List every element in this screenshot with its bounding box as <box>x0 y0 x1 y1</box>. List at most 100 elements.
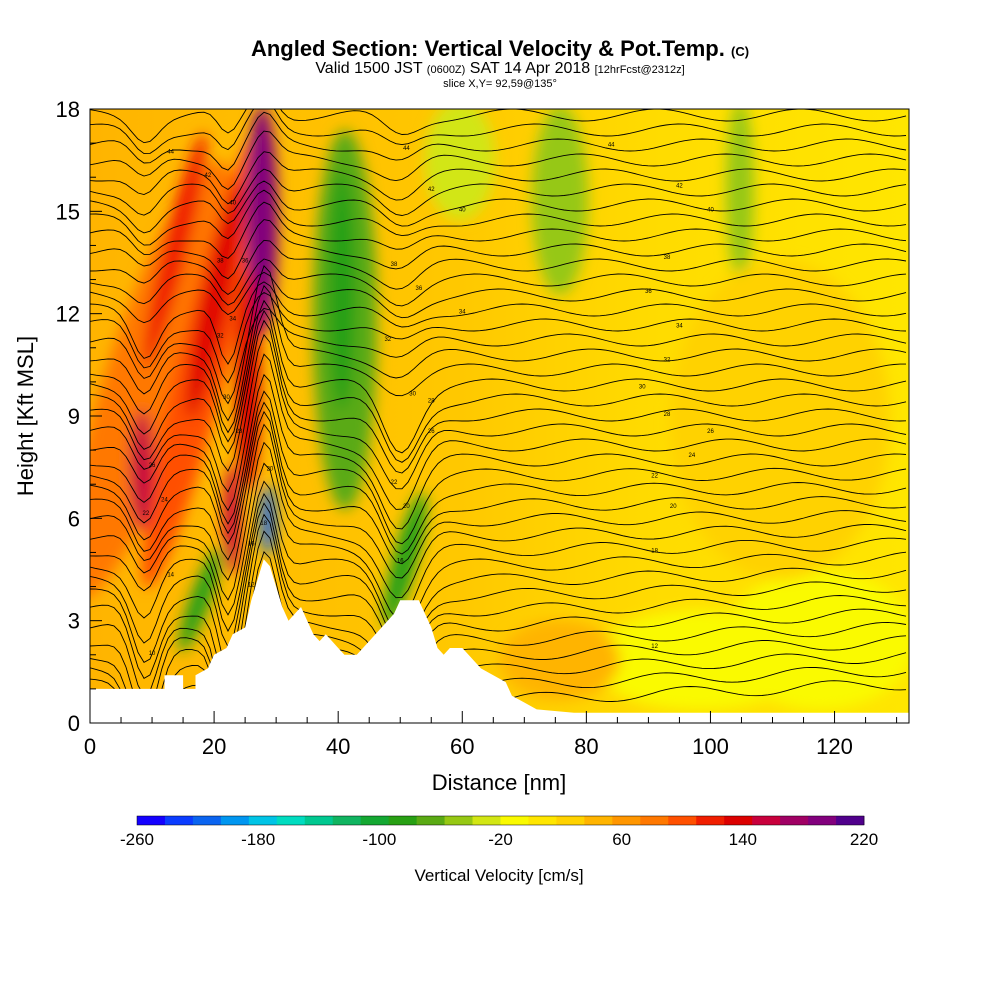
contour-label: 22 <box>651 473 658 479</box>
theta-contour <box>90 462 907 619</box>
contour-label: 20 <box>267 467 274 473</box>
x-tick-label: 20 <box>202 734 226 759</box>
contour-label: 42 <box>428 187 435 193</box>
velocity-cell-2 <box>143 133 207 367</box>
contour-label: 36 <box>415 286 422 292</box>
x-tick-label: 80 <box>574 734 598 759</box>
colorbar-swatch <box>808 816 837 825</box>
colorbar-swatch <box>416 816 445 825</box>
y-tick-label: 0 <box>68 711 80 736</box>
colorbar-swatch <box>137 816 166 825</box>
theta-contour <box>90 307 907 405</box>
colorbar-swatch <box>724 816 753 825</box>
theta-contour <box>90 239 907 296</box>
colorbar-swatch <box>164 816 194 825</box>
theta-contour <box>90 130 907 191</box>
velocity-cell-4 <box>130 410 154 530</box>
contour-label: 38 <box>217 259 224 265</box>
contour-label: 26 <box>428 429 435 435</box>
theta-contour <box>90 441 907 601</box>
colorbar <box>136 815 865 826</box>
contour-label: 32 <box>664 357 671 363</box>
velocity-cell-13 <box>726 109 754 280</box>
theta-contour <box>90 410 907 565</box>
colorbar-swatch <box>528 816 557 825</box>
colorbar-label: Vertical Velocity [cm/s] <box>414 866 583 885</box>
contour-label: 36 <box>242 259 249 265</box>
colorbar-swatch <box>332 816 362 825</box>
y-axis-label: Height [Kft MSL] <box>13 336 38 496</box>
contour-label: 12 <box>651 644 658 650</box>
colorbar-swatch <box>668 816 697 825</box>
contour-label: 28 <box>428 398 435 404</box>
contour-label: 28 <box>664 412 671 418</box>
contour-label: 30 <box>639 385 646 391</box>
valid-zulu: (0600Z) <box>426 64 466 76</box>
colorbar-swatch <box>640 816 669 825</box>
forecast-info: [12hrFcst@2312z] <box>594 64 685 76</box>
colorbar-swatch <box>780 816 809 825</box>
contour-label: 28 <box>236 429 243 435</box>
contour-label: 40 <box>459 207 466 213</box>
theta-contour <box>90 284 906 434</box>
contour-label: 32 <box>384 337 391 343</box>
x-tick-label: 40 <box>326 734 350 759</box>
theta-contour <box>90 570 907 723</box>
y-tick-label: 15 <box>56 199 80 224</box>
contour-label: 20 <box>403 504 410 510</box>
colorbar-swatch <box>500 816 529 825</box>
velocity-cell-14 <box>383 492 427 628</box>
theta-contour <box>90 309 907 463</box>
colorbar-swatch <box>556 816 585 825</box>
theta-contour <box>90 584 907 723</box>
contour-label: 12 <box>248 583 255 589</box>
velocity-cell-12 <box>532 109 588 295</box>
chart-subtitle: Valid 1500 JST (0600Z) SAT 14 Apr 2018 [… <box>0 60 1000 78</box>
colorbar-swatch <box>220 816 250 825</box>
theta-contour <box>90 281 907 365</box>
theta-contour <box>90 109 907 144</box>
colorbar-tick-label: -20 <box>488 830 513 849</box>
contour-label: 26 <box>707 429 714 435</box>
contour-label: 30 <box>409 392 416 398</box>
theta-contour <box>90 219 907 280</box>
theta-contour <box>90 180 907 234</box>
colorbar-swatch <box>304 816 334 825</box>
colorbar-swatch <box>388 816 418 825</box>
contour-label: 36 <box>645 289 652 295</box>
theta-contour <box>90 493 907 648</box>
contour-label: 14 <box>167 572 174 578</box>
x-tick-label: 0 <box>84 734 96 759</box>
theta-contour <box>90 291 907 384</box>
velocity-cell-19 <box>670 260 890 580</box>
theta-contour <box>90 401 907 555</box>
colorbar-tick-label: 140 <box>729 830 757 849</box>
terrain-mask <box>90 559 909 723</box>
colorbar-tick-label: 60 <box>612 830 631 849</box>
contour-label: 18 <box>651 548 658 554</box>
colorbar-tick-label: -260 <box>120 830 154 849</box>
theta-contour <box>90 151 907 205</box>
slice-info: slice X,Y= 92,59@135° <box>443 78 557 90</box>
y-tick-label: 3 <box>68 609 80 634</box>
colorbar-swatch <box>360 816 390 825</box>
contour-label: 10 <box>149 651 156 657</box>
theta-contour <box>90 265 907 422</box>
contour-label: 20 <box>670 504 677 510</box>
colorbar-swatch <box>248 816 278 825</box>
contour-label: 34 <box>676 323 683 329</box>
contour-label: 42 <box>205 173 212 179</box>
contour-label: 34 <box>459 310 466 316</box>
theta-contour <box>90 319 907 474</box>
theta-contour <box>90 390 907 545</box>
velocity-field: 44 42 40 38 36 34 32 30 28 26 24 22 20 18 16 14 12 10 44 42… <box>90 109 909 723</box>
contour-label: 42 <box>676 183 683 189</box>
theta-contour <box>90 258 907 307</box>
x-tick-label: 100 <box>692 734 729 759</box>
theta-contour <box>90 201 907 259</box>
velocity-cell-17 <box>590 610 810 710</box>
colorbar-swatch <box>276 816 306 825</box>
velocity-cell-18 <box>500 620 620 700</box>
colorbar-tick-label: 220 <box>850 830 878 849</box>
